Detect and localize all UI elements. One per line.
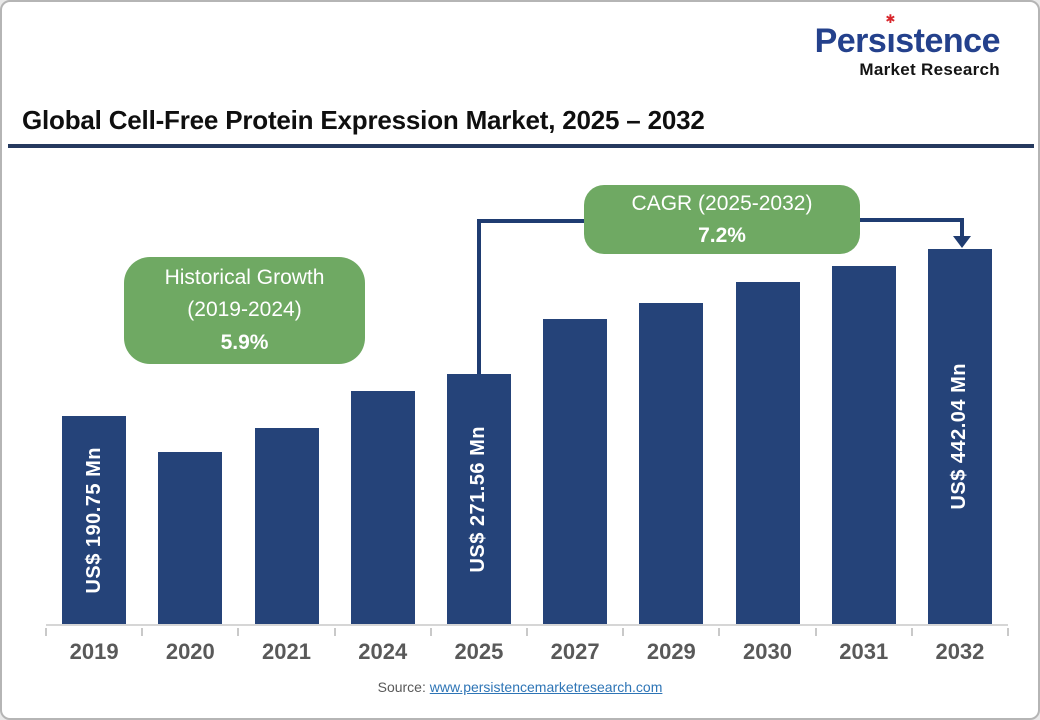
x-axis-label-2031: 2031	[839, 639, 889, 664]
connector-line-left-horizontal	[477, 219, 584, 223]
x-axis-tick	[910, 628, 913, 636]
brand-text-part2: stence	[895, 22, 1000, 60]
callout-cagr-line1: CAGR (2025-2032)	[631, 192, 813, 215]
x-axis-tick	[333, 628, 336, 636]
chart-title: Global Cell-Free Protein Expression Mark…	[22, 105, 705, 135]
connector-line-2032-vertical	[960, 218, 964, 238]
bar-cell-2031	[816, 266, 912, 624]
brand-letter-i: ı ✱	[885, 12, 896, 60]
x-axis-tick	[141, 628, 144, 636]
brand-logo: Persı ✱ stence Market Research	[814, 12, 1001, 80]
bar-2030	[735, 282, 800, 624]
bar-cell-2024	[335, 391, 431, 624]
bar-2021	[254, 428, 319, 624]
x-axis-label-2025: 2025	[454, 639, 504, 664]
bar-2019: US$ 190.75 Mn	[62, 416, 127, 624]
bar-cell-2020	[142, 452, 238, 624]
bar-cell-2019: US$ 190.75 Mn	[46, 416, 142, 624]
callout-historical-line1: Historical Growth	[164, 265, 325, 289]
bar-value-label-2019: US$ 190.75 Mn	[82, 446, 105, 594]
x-axis-label-2019: 2019	[69, 639, 119, 664]
bar-2031	[831, 266, 896, 624]
source-line: Source: www.persistencemarketresearch.co…	[2, 679, 1038, 695]
x-axis-labels: 2019 2020 2021 2024 2025 2027 2029 2030 2031 2032	[46, 639, 1008, 665]
bar-value-label-2025: US$ 271.56 Mn	[467, 425, 490, 573]
brand-wordmark: Persı ✱ stence	[814, 12, 1001, 60]
bar-2027	[543, 319, 608, 624]
x-axis-tick	[718, 628, 721, 636]
x-axis-label-2032: 2032	[935, 639, 985, 664]
x-axis-tick	[237, 628, 240, 636]
callout-historical-value: 5.9%	[220, 330, 269, 354]
bar-cell-2030	[719, 282, 815, 624]
arrow-down-icon	[953, 236, 971, 248]
x-axis-tick	[622, 628, 625, 636]
callout-historical-line2: (2019-2024)	[187, 298, 302, 322]
bar-cell-2021	[238, 428, 334, 624]
x-axis-ticks	[45, 628, 1009, 637]
x-axis-label-2021: 2021	[262, 639, 311, 664]
brand-tagline: Market Research	[859, 60, 1000, 79]
bar-2020	[158, 452, 223, 624]
connector-line-2025-vertical	[477, 219, 481, 378]
callout-cagr-value: 7.2%	[698, 223, 746, 247]
bar-2024	[350, 391, 415, 624]
bar-cell-2027	[527, 319, 623, 624]
title-rule	[8, 144, 1034, 148]
x-axis-label-2020: 2020	[165, 639, 215, 664]
source-prefix: Source:	[377, 679, 430, 695]
callout-historical-growth: Historical Growth (2019-2024) 5.9%	[124, 257, 365, 364]
brand-star-icon: ✱	[885, 12, 895, 26]
x-axis-label-2030: 2030	[743, 639, 792, 664]
bar-value-label-2032: US$ 442.04 Mn	[948, 363, 971, 510]
bar-plot-area: US$ 190.75 Mn US$ 271.56 Mn US$ 442.04 Mn	[46, 181, 1008, 626]
source-link[interactable]: www.persistencemarketresearch.com	[429, 679, 663, 695]
bar-2029	[639, 303, 704, 624]
bar-cell-2032: US$ 442.04 Mn	[912, 249, 1008, 624]
x-axis-tick	[45, 628, 47, 636]
bar-2025: US$ 271.56 Mn	[446, 374, 511, 624]
x-axis-tick	[1007, 628, 1009, 636]
x-axis-tick	[814, 628, 817, 636]
x-axis-label-2029: 2029	[646, 639, 696, 664]
bar-cell-2025: US$ 271.56 Mn	[431, 374, 527, 624]
connector-line-right-horizontal	[860, 218, 964, 222]
bar-2032: US$ 442.04 Mn	[927, 249, 992, 624]
x-axis-label-2027: 2027	[550, 639, 600, 664]
brand-text-part1: Pers	[814, 22, 887, 60]
callout-cagr: CAGR (2025-2032) 7.2%	[584, 185, 860, 254]
x-axis-tick	[429, 628, 432, 636]
bar-cell-2029	[623, 303, 719, 624]
x-axis-label-2024: 2024	[358, 639, 408, 664]
x-axis-tick	[526, 628, 528, 636]
